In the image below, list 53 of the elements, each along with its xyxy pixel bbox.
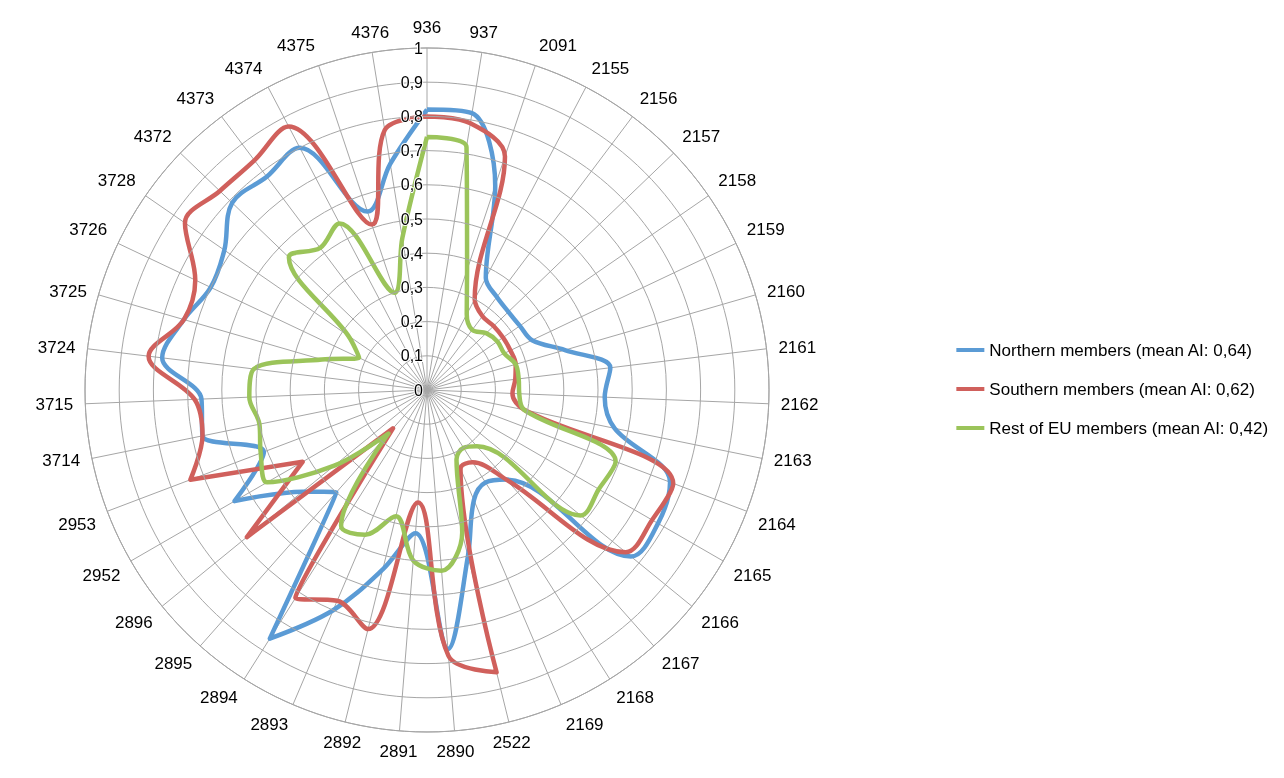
spoke-label: 2890 (436, 741, 475, 761)
spoke-label: 2892 (323, 732, 362, 752)
spoke-label: 2157 (682, 126, 721, 146)
spoke-label: 2953 (58, 514, 96, 534)
spoke-label: 3728 (97, 170, 136, 190)
spoke-label: 4375 (277, 36, 315, 56)
spoke-label: 2158 (718, 170, 757, 190)
spoke-label: 2161 (778, 337, 817, 357)
spoke-label: 2165 (733, 566, 772, 585)
y-tick-label: 0,9 (400, 73, 424, 91)
spoke-label: 2522 (492, 732, 531, 752)
spoke-label: 2891 (379, 741, 418, 761)
legend-label: Northern members (mean AI: 0,64) (989, 340, 1253, 360)
spoke-label: 4376 (351, 22, 390, 42)
spoke-label: 3715 (35, 394, 74, 414)
spoke-label: 937 (469, 22, 498, 42)
spoke-label: 936 (412, 18, 442, 37)
y-tick-label: 0 (414, 381, 424, 399)
spoke-label: 2159 (746, 220, 785, 240)
y-tick-label: 0,5 (400, 210, 424, 228)
spoke-label: 2162 (780, 394, 819, 414)
spoke-label: 2155 (591, 58, 630, 78)
spoke-label: 3724 (37, 337, 76, 357)
spoke-label: 2091 (539, 36, 577, 56)
spoke-label: 3714 (42, 451, 81, 471)
legend-label: Southern members (mean AI: 0,62) (989, 379, 1255, 399)
y-tick-label: 0,2 (400, 313, 424, 331)
spoke-label: 3725 (49, 282, 87, 302)
y-tick-label: 0,1 (400, 347, 424, 365)
spoke-label: 2163 (773, 451, 812, 471)
y-tick-label: 0,6 (400, 176, 424, 194)
spoke-label: 2895 (154, 653, 193, 673)
y-tick-label: 1 (414, 39, 424, 57)
y-tick-label: 0,8 (400, 107, 424, 125)
spoke-label: 2894 (199, 688, 238, 708)
y-tick-label: 0,4 (400, 244, 424, 262)
y-tick-label: 0,3 (400, 278, 424, 296)
spoke-label: 2166 (701, 612, 740, 632)
spoke-label: 4372 (133, 126, 172, 146)
spoke-label: 2156 (639, 89, 678, 108)
spoke-label: 2164 (758, 514, 796, 534)
spoke-label: 2896 (114, 612, 153, 632)
spoke-label: 2167 (661, 653, 700, 673)
spoke-label: 4374 (224, 58, 263, 78)
y-tick-label: 0,7 (400, 142, 424, 160)
spoke-label: 4373 (176, 89, 215, 108)
spoke-label: 2169 (565, 714, 604, 734)
legend-label: Rest of EU members (mean AI: 0,42) (989, 418, 1269, 438)
spoke-label: 3726 (69, 220, 108, 240)
spoke-label: 2168 (616, 688, 655, 708)
spoke-label: 2160 (767, 282, 805, 302)
spoke-label: 2893 (250, 714, 289, 734)
spoke-label: 2952 (82, 566, 121, 585)
